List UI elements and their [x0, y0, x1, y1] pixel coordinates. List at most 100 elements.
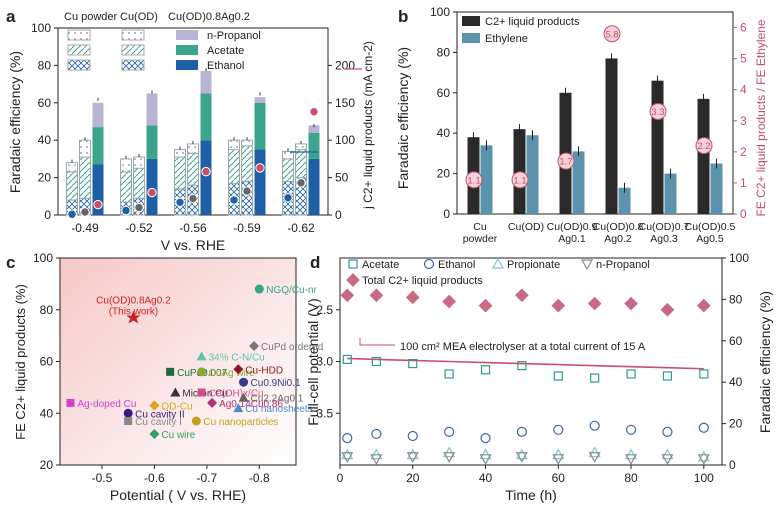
panel-d-point [369, 288, 384, 303]
panel-c-ylabel: FE C2+ liquid products (%) [13, 284, 28, 440]
panel-a-legend-group: Cu powder [64, 11, 118, 23]
panel-c-point-label: 34% C-N/Cu [209, 352, 265, 363]
panel-c-point-label: Cu wire [161, 430, 195, 441]
panel-d-xtick-label: 60 [552, 471, 566, 485]
panel-c-xtick-label: -0.6 [144, 471, 165, 485]
panel-c-point-label: Cu(OD)0.8Ag0.2 [96, 296, 171, 307]
panel-b-ytick-label: 40 [437, 126, 451, 140]
panel-c-point [233, 364, 244, 375]
panel-a-bar-propanol [79, 139, 91, 158]
panel-d-y2tick-label: 20 [729, 417, 743, 431]
panel-d-legend-marker [491, 257, 505, 269]
panel-b-bar [710, 163, 723, 214]
panel-a-legend-group: Cu(OD) [120, 11, 158, 23]
panel-d-legend-label: Acetate [362, 259, 399, 271]
panel-a-current-point [147, 187, 157, 198]
panel-a-legend-swatch [121, 59, 145, 71]
panel-d-y2tick-label: 40 [729, 375, 743, 389]
panel-d-xtick-label: 20 [406, 471, 420, 485]
panel-d-point [698, 422, 709, 433]
panel-c-annotation: (This work) [109, 307, 158, 318]
panel-b-ytick-label: 20 [437, 167, 451, 181]
panel-c-point-label: NGQ/Cu-nr [266, 285, 317, 296]
panel-a-bar-acetate [174, 156, 186, 190]
panel-a-bar-propanol [295, 143, 307, 151]
panel-d-point [443, 452, 456, 463]
panel-b-label: b [398, 7, 408, 26]
panel-d-point [588, 452, 601, 463]
panel-d-xtick-label: 100 [694, 471, 714, 485]
panel-c-point-label: Cu cavity I [135, 417, 182, 428]
panel-c-point [66, 398, 75, 407]
panel-c-point [149, 400, 160, 411]
panel-d-point [479, 448, 492, 460]
panel-b-ratio-label: 1.1 [467, 175, 480, 186]
panel-b-y2tick-label: 4 [740, 83, 747, 97]
panel-a-bar-acetate [187, 152, 199, 186]
panel-a-xtick-label: -0.62 [287, 221, 315, 235]
panel-a-bar-acetate [308, 132, 320, 159]
panel-d-xtick-label: 80 [624, 471, 638, 485]
panel-b-ratio-label: 2.2 [697, 141, 710, 152]
panel-a-current-point [201, 166, 211, 177]
panel-b-ytick-label: 80 [437, 45, 451, 59]
panel-c-point-label: CuAg wire [209, 368, 256, 379]
panel-a-current-point [255, 163, 265, 173]
panel-a-legend-group: Cu(OD)0.8Ag0.2 [168, 11, 250, 23]
panel-a-bar-acetate [133, 167, 145, 199]
panel-c-point-label: Cu2.2Ag0.1 [251, 394, 304, 405]
panel-a-current-point [80, 207, 90, 217]
panel-a-xtick-label: -0.49 [71, 221, 99, 235]
panel-c-point-label: Ce(OH)x/Cu [209, 389, 264, 400]
panel-c-ytick-label: 80 [40, 303, 54, 317]
panel-d-y2tick-label: 100 [729, 251, 749, 265]
panel-d-legend-label: n-Propanol [596, 259, 650, 271]
panel-a-bar-propanol [174, 149, 186, 158]
panel-d-point [444, 369, 454, 379]
panel-a-xlabel: V vs. RHE [161, 237, 226, 253]
panel-d-y2label: Faradaic efficiency (%) [757, 291, 773, 433]
panel-c-xtick-label: -0.8 [249, 471, 270, 485]
panel-a-current-point [296, 178, 306, 188]
panel-a-current-point [93, 199, 103, 210]
panel-a-legend-swatch [67, 29, 91, 41]
panel-a-ytick-label: 0 [44, 208, 51, 222]
panel-d-legend-label: Ethanol [438, 259, 475, 271]
panel-d-point [342, 354, 352, 365]
panel-a-bar-propanol [228, 139, 240, 151]
panel-a-bar-acetate [146, 125, 158, 159]
panel-b-xtick-label: Ag0.2 [604, 233, 632, 245]
panel-c-ytick-label: 100 [33, 251, 53, 265]
panel-c-point [238, 392, 249, 402]
panel-a-current-point [67, 209, 77, 219]
panel-b-xtick-label: powder [463, 233, 498, 245]
panel-c-point [124, 417, 133, 426]
panel-a-y2tick-label: 150 [335, 96, 355, 110]
panel-c-point [196, 351, 207, 361]
panel-b-bar [480, 145, 493, 214]
panel-b-xtick-label: Cu(OD)0.5 [685, 221, 736, 233]
panel-a-label: a [6, 7, 16, 26]
panel-d-point [661, 448, 674, 460]
panel-c-point-label: Cu cavity II [135, 409, 184, 420]
panel-a-bar-propanol [66, 162, 78, 173]
panel-a-current-point [121, 205, 131, 216]
panel-d-y2tick-label: 0 [729, 458, 736, 472]
panel-a-legend-swatch [176, 45, 198, 55]
panel-b-y2tick-label: 3 [740, 114, 747, 128]
panel-d-point [626, 369, 636, 379]
panel-d-xtick-label: 0 [337, 471, 344, 485]
panel-a-xtick-label: -0.56 [179, 221, 207, 235]
panel-d-label: d [310, 253, 320, 272]
panel-a-bar-ethanol [308, 158, 320, 215]
panel-d-xtick-label: 40 [479, 471, 493, 485]
panel-d-point [479, 454, 492, 466]
panel-d-annotation: 100 cm² MEA electrolyser at a total curr… [400, 341, 646, 353]
panel-a-bar-acetate [200, 93, 212, 141]
panel-d-y2tick-label: 60 [729, 334, 743, 348]
panel-d-y2tick-label: 80 [729, 292, 743, 306]
panel-a-current-point [242, 186, 252, 196]
panel-d-point [625, 454, 638, 466]
panel-b-legend-swatch [462, 16, 480, 26]
panel-a-current-point [188, 193, 198, 204]
